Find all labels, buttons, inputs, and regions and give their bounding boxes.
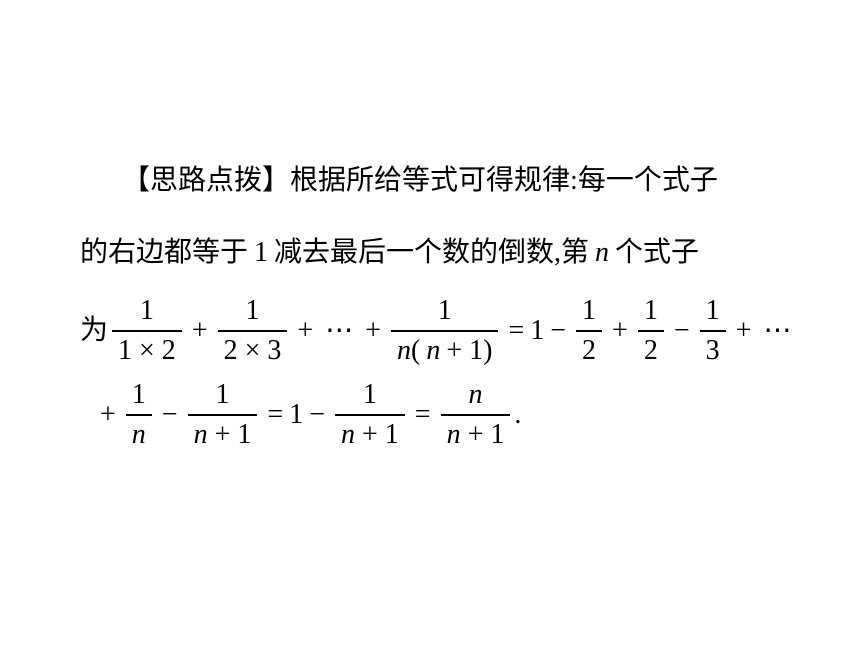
frac-bar <box>391 330 498 332</box>
ellipsis: ⋯ <box>319 317 359 345</box>
frac-bar <box>638 330 664 332</box>
heading-bracket: 【思路点拨】 <box>122 167 290 195</box>
frac-bar <box>218 330 288 332</box>
plus-op: + <box>730 317 758 345</box>
frac-numer: 1 <box>240 295 266 327</box>
equals-op: = <box>261 401 289 429</box>
colon: : <box>570 167 578 195</box>
frac-denom: 3 <box>700 335 726 367</box>
number-one: 1 <box>254 239 268 267</box>
period: . <box>514 401 521 429</box>
sentence-g: 为 <box>80 317 108 345</box>
frac-denom: 2 <box>576 335 602 367</box>
frac-numer: 1 <box>126 379 152 411</box>
number-one: 1 <box>289 401 303 429</box>
frac-denom: 1 × 2 <box>112 335 182 367</box>
minus-op: − <box>156 401 184 429</box>
sentence-c: 的右边都等于 <box>80 239 248 267</box>
frac-denom: n + 1 <box>441 419 511 451</box>
sentence-b: 每一个式子 <box>578 167 718 195</box>
fraction-1-over-1x2: 1 1 × 2 <box>112 295 182 367</box>
frac-denom: n <box>126 419 152 451</box>
plus-op: + <box>186 317 214 345</box>
frac-bar <box>576 330 602 332</box>
math-line-2: + 1 n − 1 n + 1 = 1 − 1 n + 1 <box>80 373 780 457</box>
frac-numer: 1 <box>700 295 726 327</box>
frac-numer: 1 <box>134 295 160 327</box>
minus-op: − <box>544 317 572 345</box>
frac-numer: 1 <box>638 295 664 327</box>
fraction-n-over-nplus1: n n + 1 <box>441 379 511 451</box>
equals-op: = <box>409 401 437 429</box>
fraction-1-over-2: 1 2 <box>576 295 602 367</box>
fraction-1-over-3: 1 3 <box>700 295 726 367</box>
frac-bar <box>335 414 405 416</box>
frac-numer: 1 <box>357 379 383 411</box>
fraction-1-over-2x3: 1 2 × 3 <box>218 295 288 367</box>
fraction-1-over-n-nplus1: 1 n(n+ 1) <box>391 295 498 367</box>
plus-op: + <box>94 401 122 429</box>
frac-denom: 2 × 3 <box>218 335 288 367</box>
fraction-1-over-2-b: 1 2 <box>638 295 664 367</box>
text-line-1: 【思路点拨】 根据所给等式可得规律 : 每一个式子 <box>80 145 780 217</box>
plus-op: + <box>606 317 634 345</box>
var-n-1: n <box>595 239 609 267</box>
sentence-a: 根据所给等式可得规律 <box>290 167 570 195</box>
fraction-1-over-nplus1: 1 n + 1 <box>188 379 258 451</box>
minus-op: − <box>303 401 331 429</box>
frac-bar <box>126 414 152 416</box>
math-line-1: 为 1 1 × 2 + 1 2 × 3 + ⋯ + 1 n(n+ 1) <box>80 289 780 373</box>
frac-numer: 1 <box>576 295 602 327</box>
frac-bar <box>188 414 258 416</box>
ellipsis: ⋯ <box>757 317 797 345</box>
sentence-d: 减去最后一个数的倒数 <box>274 239 554 267</box>
plus-op: + <box>291 317 319 345</box>
frac-denom: n(n+ 1) <box>391 335 498 367</box>
equals-op: = <box>502 317 530 345</box>
fraction-1-over-n: 1 n <box>126 379 152 451</box>
frac-denom: 2 <box>638 335 664 367</box>
frac-bar <box>112 330 182 332</box>
frac-bar <box>441 414 511 416</box>
text-line-2: 的右边都等于 1 减去最后一个数的倒数 , 第 n 个式子 <box>80 217 780 289</box>
plus-op: + <box>359 317 387 345</box>
page: 【思路点拨】 根据所给等式可得规律 : 每一个式子 的右边都等于 1 减去最后一… <box>0 0 860 645</box>
minus-op: − <box>668 317 696 345</box>
frac-denom: n + 1 <box>335 419 405 451</box>
sentence-e: 第 <box>561 239 589 267</box>
sentence-f: 个式子 <box>615 239 699 267</box>
fraction-1-over-nplus1-b: 1 n + 1 <box>335 379 405 451</box>
content-block: 【思路点拨】 根据所给等式可得规律 : 每一个式子 的右边都等于 1 减去最后一… <box>80 145 780 457</box>
frac-bar <box>700 330 726 332</box>
comma-1: , <box>554 239 561 267</box>
frac-denom: n + 1 <box>188 419 258 451</box>
frac-numer: 1 <box>209 379 235 411</box>
frac-numer: n <box>462 379 488 411</box>
frac-numer: 1 <box>432 295 458 327</box>
number-one: 1 <box>530 317 544 345</box>
